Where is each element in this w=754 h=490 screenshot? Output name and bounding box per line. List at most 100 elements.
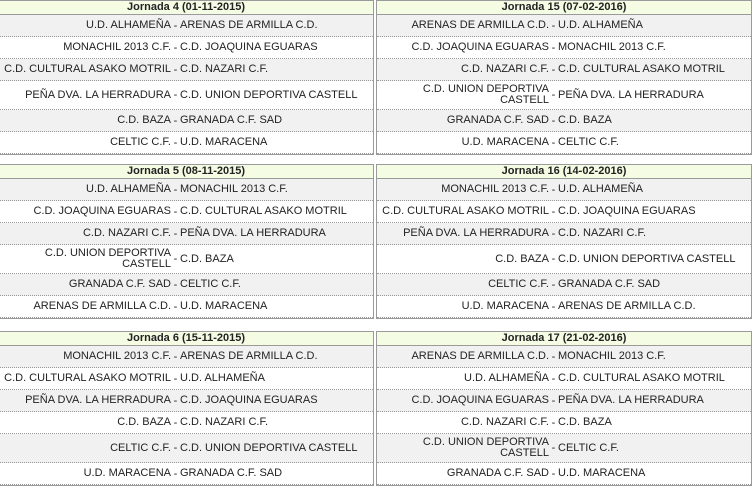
- matchday-title: Jornada 6 (15-11-2015): [0, 332, 373, 346]
- home-team: C.D. UNION DEPORTIVA CASTELL: [44, 247, 171, 270]
- away-team: CELTIC C.F.: [558, 441, 619, 454]
- separator: -: [173, 89, 178, 101]
- match-row: C.D. CULTURAL ASAKO MOTRIL - U.D. ALHAMEÑA: [0, 368, 373, 390]
- away-team: ARENAS DE ARMILLA C.D.: [180, 350, 318, 362]
- separator: -: [551, 442, 556, 454]
- away-team: CELTIC C.F.: [558, 136, 619, 148]
- separator: -: [551, 183, 556, 196]
- separator: -: [173, 183, 178, 196]
- separator: -: [551, 205, 556, 218]
- separator: -: [173, 19, 178, 32]
- match-row: C.D. UNION DEPORTIVA CASTELL - PEÑA DVA. L…: [377, 81, 751, 110]
- home-team: C.D. BAZA: [117, 416, 171, 428]
- match-row: U.D. MARACENA - CELTIC C.F.: [377, 132, 751, 154]
- home-team: U.D. ALHAMEÑA: [86, 183, 171, 195]
- separator: -: [551, 114, 556, 127]
- away-team: U.D. MARACENA: [558, 467, 646, 479]
- home-team: C.D. JOAQUINA EGUARAS: [411, 394, 549, 406]
- away-team: C.D. UNION DEPORTIVA CASTELL: [180, 441, 358, 454]
- separator: -: [173, 278, 178, 291]
- away-team: U.D. ALHAMEÑA: [180, 372, 265, 384]
- match-row: CELTIC C.F. - GRANADA C.F. SAD: [377, 274, 751, 296]
- separator: -: [173, 63, 178, 76]
- separator: -: [551, 253, 556, 265]
- match-row: GRANADA C.F. SAD - C.D. BAZA: [377, 110, 751, 132]
- match-row: ARENAS DE ARMILLA C.D. - U.D. ALHAMEÑA: [377, 15, 751, 37]
- away-team: U.D. ALHAMEÑA: [558, 19, 643, 31]
- matchday-table: Jornada 4 (01-11-2015) U.D. ALHAMEÑA - AREN…: [0, 0, 374, 155]
- away-team: C.D. BAZA: [180, 252, 234, 265]
- matchday-table: Jornada 5 (08-11-2015) U.D. ALHAMEÑA - MONA…: [0, 164, 374, 319]
- separator: -: [173, 416, 178, 429]
- match-row: PEÑA DVA. LA HERRADURA - C.D. NAZARI C.F.: [377, 223, 751, 245]
- separator: -: [173, 114, 178, 127]
- match-row: C.D. CULTURAL ASAKO MOTRIL - C.D. JOAQUINA…: [377, 201, 751, 223]
- away-team: C.D. NAZARI C.F.: [558, 227, 647, 239]
- match-row: C.D. CULTURAL ASAKO MOTRIL - C.D. NAZARI C…: [0, 59, 373, 81]
- separator: -: [551, 416, 556, 429]
- away-team: C.D. NAZARI C.F.: [180, 416, 269, 428]
- match-row: U.D. ALHAMEÑA - ARENAS DE ARMILLA C.D.: [0, 15, 373, 37]
- away-team: PEÑA DVA. LA HERRADURA: [180, 227, 326, 239]
- away-team: C.D. BAZA: [558, 114, 612, 126]
- home-team: PEÑA DVA. LA HERRADURA: [25, 88, 171, 101]
- match-row: CELTIC C.F. - C.D. UNION DEPORTIVA CASTELL: [0, 434, 373, 463]
- separator: -: [551, 372, 556, 385]
- match-row: C.D. BAZA - GRANADA C.F. SAD: [0, 110, 373, 132]
- separator: -: [551, 63, 556, 76]
- away-team: U.D. ALHAMEÑA: [558, 183, 643, 195]
- match-row: MONACHIL 2013 C.F. - C.D. JOAQUINA EGUARAS: [0, 37, 373, 59]
- match-row: MONACHIL 2013 C.F. - U.D. ALHAMEÑA: [377, 179, 751, 201]
- away-team: C.D. NAZARI C.F.: [180, 63, 269, 75]
- away-team: C.D. CULTURAL ASAKO MOTRIL: [558, 372, 725, 384]
- away-team: C.D. JOAQUINA EGUARAS: [180, 41, 318, 53]
- separator: -: [551, 394, 556, 407]
- away-team: C.D. UNION DEPORTIVA CASTELL: [180, 88, 358, 101]
- home-team: C.D. NAZARI C.F.: [82, 227, 171, 239]
- away-team: GRANADA C.F. SAD: [180, 114, 283, 126]
- match-row: U.D. MARACENA - ARENAS DE ARMILLA C.D.: [377, 296, 751, 318]
- home-team: ARENAS DE ARMILLA C.D.: [33, 300, 171, 312]
- home-team: C.D. CULTURAL ASAKO MOTRIL: [4, 372, 171, 384]
- separator: -: [551, 300, 556, 313]
- match-row: C.D. UNION DEPORTIVA CASTELL - CELTIC C.F.: [377, 434, 751, 463]
- away-team: MONACHIL 2013 C.F.: [558, 350, 666, 362]
- matchday-table: Jornada 15 (07-02-2016) ARENAS DE ARMILLA…: [376, 0, 752, 155]
- away-team: C.D. UNION DEPORTIVA CASTELL: [558, 252, 736, 265]
- home-team: U.D. MARACENA: [461, 300, 549, 312]
- separator: -: [173, 442, 178, 454]
- separator: -: [551, 19, 556, 32]
- matchday-table: Jornada 6 (15-11-2015) MONACHIL 2013 C.F.…: [0, 331, 374, 486]
- home-team: U.D. MARACENA: [83, 467, 171, 479]
- home-team: C.D. NAZARI C.F.: [460, 63, 549, 75]
- separator: -: [173, 253, 178, 265]
- home-team: MONACHIL 2013 C.F.: [63, 350, 171, 362]
- matchday-title: Jornada 4 (01-11-2015): [0, 1, 373, 15]
- home-team: C.D. CULTURAL ASAKO MOTRIL: [4, 63, 171, 75]
- away-team: C.D. BAZA: [558, 416, 612, 428]
- home-team: C.D. UNION DEPORTIVA CASTELL: [422, 436, 549, 459]
- match-row: C.D. BAZA - C.D. UNION DEPORTIVA CASTELL: [377, 245, 751, 274]
- separator: -: [551, 89, 556, 101]
- away-team: ARENAS DE ARMILLA C.D.: [180, 19, 318, 31]
- home-team: GRANADA C.F. SAD: [68, 278, 171, 290]
- matchday-title: Jornada 17 (21-02-2016): [377, 332, 751, 346]
- match-row: ARENAS DE ARMILLA C.D. - MONACHIL 2013 C.F…: [377, 346, 751, 368]
- separator: -: [551, 467, 556, 480]
- matchday-title: Jornada 15 (07-02-2016): [377, 1, 751, 15]
- away-team: MONACHIL 2013 C.F.: [558, 41, 666, 53]
- separator: -: [551, 278, 556, 291]
- away-team: U.D. MARACENA: [180, 136, 268, 148]
- away-team: PEÑA DVA. LA HERRADURA: [558, 88, 704, 101]
- match-row: GRANADA C.F. SAD - CELTIC C.F.: [0, 274, 373, 296]
- separator: -: [551, 227, 556, 240]
- home-team: C.D. CULTURAL ASAKO MOTRIL: [382, 205, 549, 217]
- match-row: C.D. JOAQUINA EGUARAS - MONACHIL 2013 C.F.: [377, 37, 751, 59]
- match-row: MONACHIL 2013 C.F. - ARENAS DE ARMILLA C.D…: [0, 346, 373, 368]
- match-row: C.D. BAZA - C.D. NAZARI C.F.: [0, 412, 373, 434]
- home-team: CELTIC C.F.: [110, 136, 171, 148]
- match-row: C.D. UNION DEPORTIVA CASTELL - C.D. BAZA: [0, 245, 373, 274]
- match-row: ARENAS DE ARMILLA C.D. - U.D. MARACENA: [0, 296, 373, 318]
- home-team: MONACHIL 2013 C.F.: [441, 183, 549, 195]
- away-team: GRANADA C.F. SAD: [558, 278, 661, 290]
